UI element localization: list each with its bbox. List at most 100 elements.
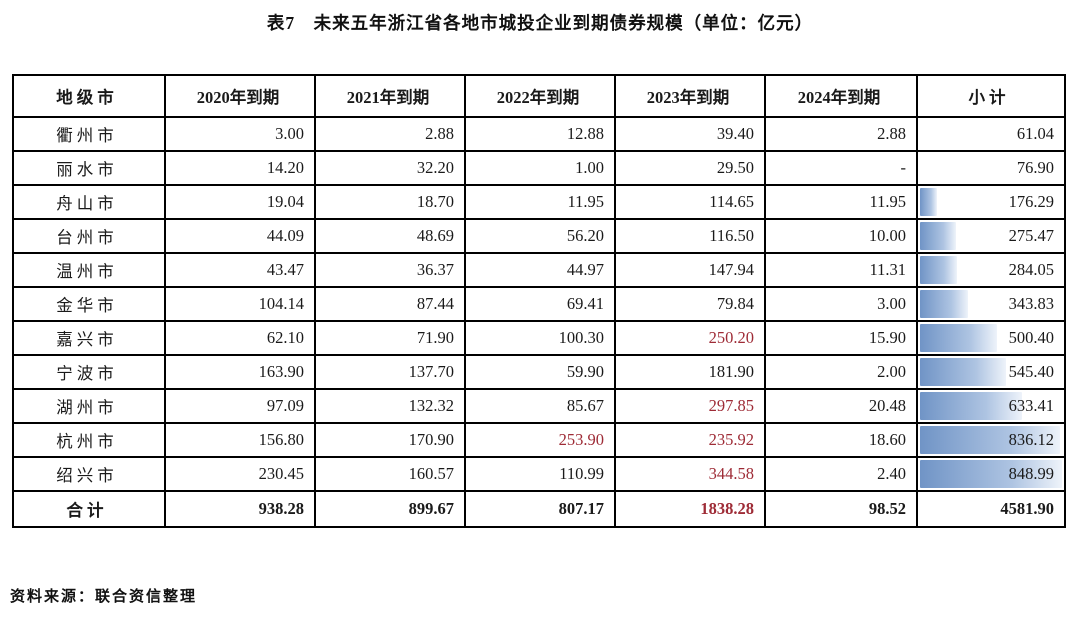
- header-cell-subtotal: 小计: [916, 74, 1066, 118]
- value-cell: 19.04: [164, 184, 316, 220]
- value-cell: 11.95: [764, 184, 918, 220]
- value-cell: 253.90: [464, 422, 616, 458]
- source-note: 资料来源：联合资信整理: [10, 589, 198, 605]
- value-cell: 2.00: [764, 354, 918, 390]
- value-cell: 3.00: [764, 286, 918, 322]
- table-row: 舟山市 19.04 18.70 11.95 114.65 11.95 176.29: [12, 184, 1066, 220]
- subtotal-data-bar: [920, 256, 958, 284]
- subtotal-cell: 76.90: [916, 150, 1066, 186]
- subtotal-cell: 848.99: [916, 456, 1066, 492]
- value-cell: 98.52: [764, 490, 918, 528]
- subtotal-cell: 633.41: [916, 388, 1066, 424]
- value-cell: 69.41: [464, 286, 616, 322]
- subtotal-value: 275.47: [1008, 226, 1054, 245]
- table-row: 绍兴市 230.45 160.57 110.99 344.58 2.40 848.99: [12, 456, 1066, 492]
- value-cell: 2.88: [764, 116, 918, 152]
- value-cell: 11.95: [464, 184, 616, 220]
- value-cell: 2.40: [764, 456, 918, 492]
- header-cell-2024: 2024年到期: [764, 74, 918, 118]
- table-row: 温州市 43.47 36.37 44.97 147.94 11.31 284.05: [12, 252, 1066, 288]
- header-row: 地级市 2020年到期 2021年到期 2022年到期 2023年到期 2024…: [12, 74, 1066, 118]
- subtotal-cell: 343.83: [916, 286, 1066, 322]
- subtotal-data-bar: [920, 290, 969, 318]
- subtotal-data-bar: [920, 222, 956, 250]
- value-cell: 235.92: [614, 422, 766, 458]
- subtotal-data-bar: [920, 426, 1060, 454]
- value-cell: 132.32: [314, 388, 466, 424]
- subtotal-data-bar: [920, 460, 1062, 488]
- value-cell: 59.90: [464, 354, 616, 390]
- page-title: 表7 未来五年浙江省各地市城投企业到期债券规模（单位：亿元）: [266, 13, 814, 33]
- value-cell: 137.70: [314, 354, 466, 390]
- table-row: 衢州市 3.00 2.88 12.88 39.40 2.88 61.04: [12, 116, 1066, 152]
- value-cell: 15.90: [764, 320, 918, 356]
- city-cell: 杭州市: [12, 422, 166, 458]
- value-cell: 938.28: [164, 490, 316, 528]
- value-cell: 100.30: [464, 320, 616, 356]
- city-cell: 舟山市: [12, 184, 166, 220]
- value-cell: 12.88: [464, 116, 616, 152]
- value-cell: 43.47: [164, 252, 316, 288]
- value-cell: 85.67: [464, 388, 616, 424]
- total-label-cell: 合计: [12, 490, 166, 528]
- city-cell: 衢州市: [12, 116, 166, 152]
- total-row: 合计 938.28 899.67 807.17 1838.28 98.52 4581.90: [12, 490, 1066, 528]
- city-cell: 嘉兴市: [12, 320, 166, 356]
- value-cell: 899.67: [314, 490, 466, 528]
- subtotal-value: 76.90: [1016, 158, 1054, 177]
- value-cell: 1838.28: [614, 490, 766, 528]
- subtotal-value: 633.41: [1008, 396, 1054, 415]
- city-cell: 丽水市: [12, 150, 166, 186]
- city-cell: 湖州市: [12, 388, 166, 424]
- bond-maturity-table: 地级市 2020年到期 2021年到期 2022年到期 2023年到期 2024…: [12, 74, 1066, 528]
- table-row: 嘉兴市 62.10 71.90 100.30 250.20 15.90 500.40: [12, 320, 1066, 356]
- table-row: 湖州市 97.09 132.32 85.67 297.85 20.48 633.41: [12, 388, 1066, 424]
- city-cell: 台州市: [12, 218, 166, 254]
- value-cell: 18.70: [314, 184, 466, 220]
- value-cell: 62.10: [164, 320, 316, 356]
- value-cell: 11.31: [764, 252, 918, 288]
- header-cell-city: 地级市: [12, 74, 166, 118]
- table-row: 台州市 44.09 48.69 56.20 116.50 10.00 275.47: [12, 218, 1066, 254]
- header-cell-2023: 2023年到期: [614, 74, 766, 118]
- value-cell: 104.14: [164, 286, 316, 322]
- value-cell: 250.20: [614, 320, 766, 356]
- subtotal-data-bar: [920, 188, 938, 216]
- value-cell: 44.97: [464, 252, 616, 288]
- value-cell: 114.65: [614, 184, 766, 220]
- value-cell: 163.90: [164, 354, 316, 390]
- value-cell: 3.00: [164, 116, 316, 152]
- table-body: 衢州市 3.00 2.88 12.88 39.40 2.88 61.04 丽水市 14.20 32…: [12, 116, 1066, 528]
- value-cell: 48.69: [314, 218, 466, 254]
- subtotal-value: 4581.90: [1000, 499, 1054, 518]
- city-cell: 温州市: [12, 252, 166, 288]
- value-cell: 297.85: [614, 388, 766, 424]
- value-cell: 18.60: [764, 422, 918, 458]
- subtotal-value: 61.04: [1016, 124, 1054, 143]
- value-cell: 87.44: [314, 286, 466, 322]
- value-cell: 56.20: [464, 218, 616, 254]
- subtotal-data-bar: [920, 392, 1022, 420]
- subtotal-value: 836.12: [1008, 430, 1054, 449]
- subtotal-value: 545.40: [1008, 362, 1054, 381]
- value-cell: -: [764, 150, 918, 186]
- table-row: 杭州市 156.80 170.90 253.90 235.92 18.60 836.12: [12, 422, 1066, 458]
- subtotal-cell: 836.12: [916, 422, 1066, 458]
- value-cell: 181.90: [614, 354, 766, 390]
- value-cell: 14.20: [164, 150, 316, 186]
- subtotal-cell: 4581.90: [916, 490, 1066, 528]
- header-cell-2022: 2022年到期: [464, 74, 616, 118]
- value-cell: 39.40: [614, 116, 766, 152]
- city-cell: 宁波市: [12, 354, 166, 390]
- city-cell: 绍兴市: [12, 456, 166, 492]
- subtotal-cell: 61.04: [916, 116, 1066, 152]
- table-row: 丽水市 14.20 32.20 1.00 29.50- 76.90: [12, 150, 1066, 186]
- subtotal-cell: 176.29: [916, 184, 1066, 220]
- value-cell: 147.94: [614, 252, 766, 288]
- subtotal-value: 848.99: [1008, 464, 1054, 483]
- value-cell: 170.90: [314, 422, 466, 458]
- value-cell: 2.88: [314, 116, 466, 152]
- subtotal-value: 284.05: [1008, 260, 1054, 279]
- value-cell: 160.57: [314, 456, 466, 492]
- subtotal-value: 176.29: [1008, 192, 1054, 211]
